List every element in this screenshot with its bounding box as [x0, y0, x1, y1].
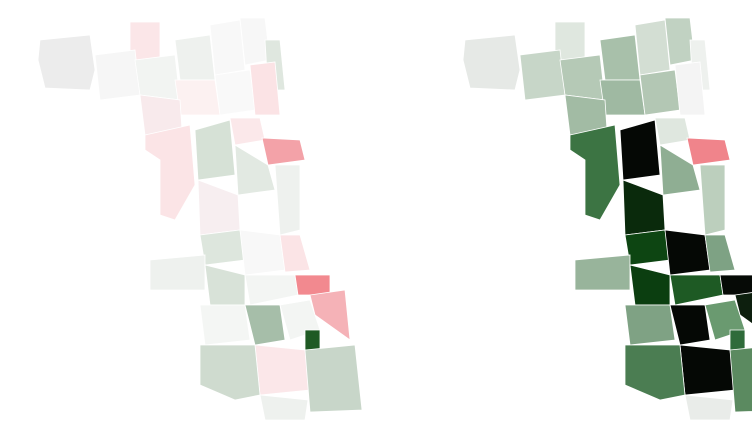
region: [669, 274, 724, 306]
region: [684, 394, 734, 421]
region: [624, 229, 671, 266]
region: [304, 329, 321, 351]
region: [274, 164, 301, 236]
region: [729, 329, 746, 351]
region: [622, 179, 666, 236]
region: [699, 164, 726, 236]
region: [149, 254, 206, 291]
region: [719, 274, 752, 296]
region: [194, 119, 236, 181]
region: [204, 264, 246, 306]
region: [664, 229, 711, 276]
region: [669, 304, 711, 346]
region: [259, 394, 309, 421]
region: [304, 344, 363, 413]
region: [639, 69, 681, 116]
region: [214, 69, 256, 116]
region: [199, 229, 246, 266]
map-right: [462, 17, 752, 421]
region: [629, 264, 671, 306]
region: [634, 19, 671, 76]
region: [199, 304, 251, 346]
region: [249, 61, 281, 116]
region: [654, 117, 691, 146]
region: [209, 19, 246, 76]
region: [519, 49, 566, 101]
region: [144, 124, 196, 221]
region: [239, 229, 286, 276]
region: [619, 119, 661, 181]
map-left: [37, 17, 363, 421]
region: [229, 117, 266, 146]
region: [261, 137, 306, 166]
region: [279, 234, 311, 273]
region: [134, 54, 181, 101]
region: [624, 304, 676, 346]
region: [599, 34, 641, 81]
region: [199, 344, 261, 401]
region: [704, 234, 736, 273]
region: [462, 34, 521, 91]
region: [679, 344, 736, 396]
region: [37, 34, 96, 91]
region: [674, 61, 706, 116]
region: [197, 179, 241, 236]
region: [94, 49, 141, 101]
region: [294, 274, 331, 296]
region: [686, 137, 731, 166]
region: [174, 34, 216, 81]
region: [244, 304, 286, 346]
region: [729, 344, 752, 413]
region: [559, 54, 606, 101]
region: [569, 124, 621, 221]
region: [624, 344, 686, 401]
region: [599, 79, 646, 116]
region: [174, 79, 221, 116]
region: [574, 254, 631, 291]
region: [254, 344, 311, 396]
region: [244, 274, 299, 306]
